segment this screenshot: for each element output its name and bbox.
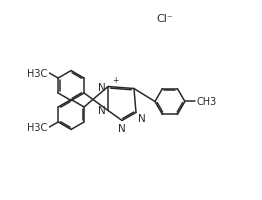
Text: N: N — [98, 106, 106, 116]
Text: N: N — [138, 114, 146, 124]
Text: H3C: H3C — [27, 69, 47, 79]
Text: Cl⁻: Cl⁻ — [157, 14, 173, 24]
Text: +: + — [112, 76, 118, 85]
Text: N: N — [118, 123, 126, 133]
Text: H3C: H3C — [27, 122, 47, 132]
Text: CH3: CH3 — [197, 97, 217, 107]
Text: N: N — [98, 82, 106, 92]
